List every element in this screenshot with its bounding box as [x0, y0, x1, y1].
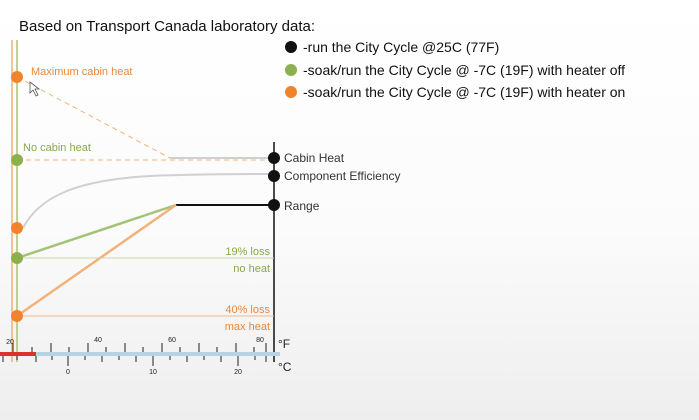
loss-19-label: 19% loss	[225, 246, 270, 258]
c-tick-10: 10	[149, 369, 157, 376]
green-range-marker	[11, 252, 23, 264]
c-tick-20: 20	[234, 369, 242, 376]
c-tick-0: 0	[66, 369, 70, 376]
fahrenheit-unit: °F	[278, 337, 290, 351]
legend-label-heater-off: -soak/run the City Cycle @ -7C (19F) wit…	[303, 62, 625, 78]
legend-marker-green	[285, 64, 297, 76]
no-cabin-heat-label: No cabin heat	[23, 142, 91, 154]
f-tick-40: 40	[94, 337, 102, 344]
f-tick-80: 80	[256, 337, 264, 344]
legend-label-warm: -run the City Cycle @25C (77F)	[303, 39, 499, 55]
temperature-axis-red-mark	[0, 352, 36, 356]
orange-efficiency-marker	[11, 222, 23, 234]
celsius-ticks	[2, 356, 267, 366]
f-tick-20: 20	[6, 339, 14, 346]
loss-19-sublabel: no heat	[233, 263, 270, 275]
legend-marker-black	[285, 41, 297, 53]
component-efficiency-curve	[22, 173, 275, 229]
temperature-axis-band	[0, 352, 280, 356]
max-heat-dashed-line	[16, 76, 171, 159]
max-heat-marker	[11, 71, 23, 83]
range-marker	[268, 199, 280, 211]
f-tick-60: 60	[168, 337, 176, 344]
component-efficiency-marker	[268, 170, 280, 182]
loss-40-label: 40% loss	[225, 304, 270, 316]
legend: -run the City Cycle @25C (77F) -soak/run…	[285, 39, 625, 100]
celsius-unit: °C	[278, 360, 292, 374]
cabin-heat-label: Cabin Heat	[284, 151, 345, 165]
cursor-icon	[29, 81, 41, 97]
orange-range-marker	[11, 310, 23, 322]
range-label: Range	[284, 199, 320, 213]
fahrenheit-ticks	[12, 343, 267, 352]
component-efficiency-label: Component Efficiency	[284, 169, 401, 183]
slide-heading: Based on Transport Canada laboratory dat…	[19, 18, 315, 35]
legend-marker-orange	[285, 86, 297, 98]
legend-label-heater-on: -soak/run the City Cycle @ -7C (19F) wit…	[303, 84, 625, 100]
range-line-heater-on	[16, 203, 177, 318]
cabin-heat-marker	[268, 152, 280, 164]
max-cabin-heat-label: Maximum cabin heat	[31, 66, 133, 78]
no-heat-marker	[11, 154, 23, 166]
loss-40-sublabel: max heat	[225, 321, 270, 333]
range-line-heater-off	[16, 203, 177, 260]
